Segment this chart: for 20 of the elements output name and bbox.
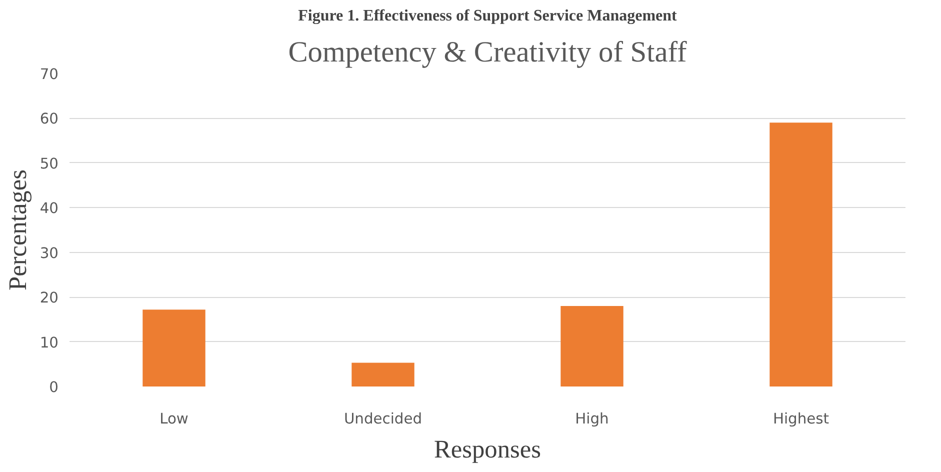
y-tick-label: 60: [40, 110, 59, 128]
y-tick-label: 70: [40, 66, 59, 83]
y-tick-label: 30: [40, 244, 59, 262]
x-tick-label: Undecided: [344, 410, 422, 428]
caption: Figure 1. Effectiveness of Support Service Management: [298, 8, 678, 24]
x-tick-label: High: [575, 410, 609, 428]
bar: [560, 306, 624, 386]
chart-title: Competency & Creativity of Staff: [288, 36, 688, 68]
bar: [770, 122, 832, 386]
x-tick-label: Low: [160, 410, 188, 428]
y-tick-label: 10: [40, 334, 59, 352]
bar: [352, 362, 414, 386]
x-tick-label: Highest: [772, 410, 830, 428]
y-tick-label: 0: [49, 379, 59, 396]
bar: [142, 310, 206, 386]
y-axis-title: Percentages: [4, 170, 32, 290]
x-axis-title: Responses: [434, 436, 541, 464]
y-tick-label: 50: [40, 155, 59, 172]
y-tick-label: 40: [40, 200, 59, 218]
y-tick-label: 20: [40, 290, 59, 307]
